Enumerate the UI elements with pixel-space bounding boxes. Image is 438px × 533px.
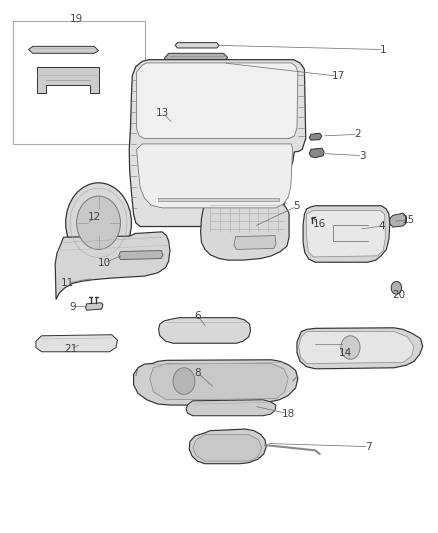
Text: 15: 15 [402, 215, 415, 225]
Polygon shape [175, 43, 219, 48]
Polygon shape [37, 67, 99, 93]
Text: 9: 9 [69, 302, 76, 312]
Polygon shape [36, 335, 117, 352]
Polygon shape [158, 198, 279, 201]
Circle shape [77, 196, 120, 249]
Text: 14: 14 [339, 349, 352, 358]
Text: 11: 11 [61, 278, 74, 288]
Text: 17: 17 [332, 71, 345, 81]
Polygon shape [134, 360, 298, 405]
Text: 7: 7 [365, 442, 372, 451]
Text: 18: 18 [282, 409, 295, 418]
Text: 4: 4 [378, 221, 385, 231]
Circle shape [391, 281, 402, 294]
Text: 5: 5 [293, 201, 300, 211]
Polygon shape [390, 213, 406, 227]
Polygon shape [150, 364, 288, 400]
Text: 1: 1 [380, 45, 387, 54]
Polygon shape [186, 400, 276, 416]
Polygon shape [299, 332, 414, 364]
Bar [13, 21, 145, 144]
Polygon shape [159, 318, 251, 343]
Text: 21: 21 [64, 344, 78, 354]
Text: 6: 6 [194, 311, 201, 321]
Polygon shape [193, 434, 262, 461]
Polygon shape [309, 148, 324, 158]
Text: 10: 10 [98, 258, 111, 268]
Text: 19: 19 [70, 14, 83, 23]
Polygon shape [137, 144, 293, 208]
Polygon shape [55, 232, 170, 300]
Polygon shape [309, 133, 322, 140]
Text: 8: 8 [194, 368, 201, 378]
Circle shape [173, 368, 195, 394]
Polygon shape [303, 206, 390, 262]
Text: 2: 2 [354, 130, 361, 139]
Text: 3: 3 [359, 151, 366, 160]
Text: 13: 13 [156, 108, 170, 118]
Polygon shape [28, 46, 99, 53]
Text: 20: 20 [392, 290, 405, 300]
Circle shape [341, 336, 360, 359]
Polygon shape [201, 201, 289, 260]
Polygon shape [137, 63, 298, 139]
Polygon shape [129, 60, 306, 227]
Circle shape [66, 183, 131, 263]
Polygon shape [164, 53, 228, 63]
Text: 16: 16 [313, 219, 326, 229]
Polygon shape [297, 328, 423, 369]
Polygon shape [189, 429, 266, 464]
Polygon shape [307, 211, 385, 257]
Polygon shape [234, 236, 276, 249]
Polygon shape [85, 303, 103, 310]
Text: 12: 12 [88, 213, 101, 222]
Polygon shape [119, 251, 163, 260]
